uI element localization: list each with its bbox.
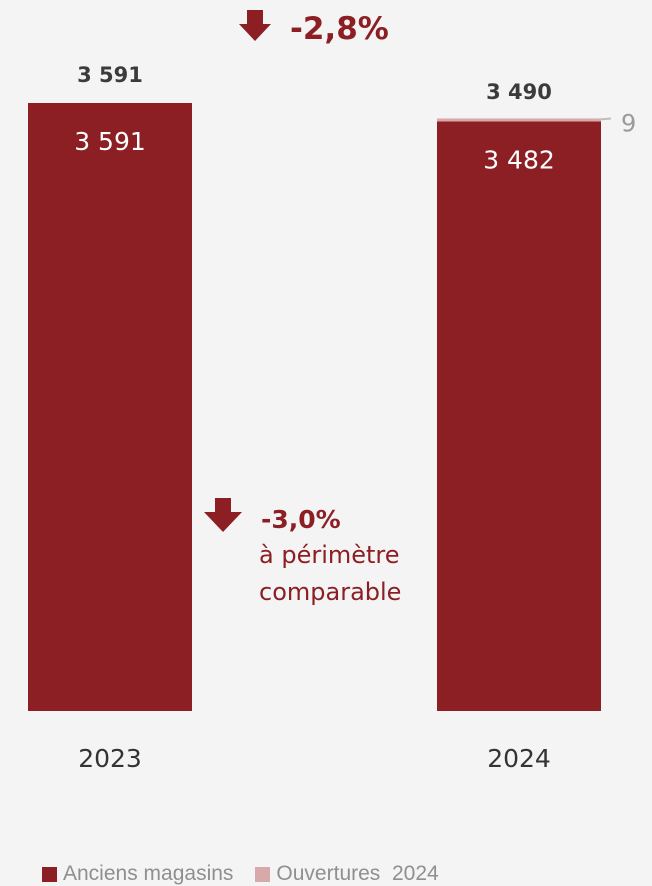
bar-value-label-2024: 3 482 <box>483 145 555 174</box>
legend: Anciens magasins Ouvertures 2024 <box>42 862 461 886</box>
bar-2024-ouvertures-2024 <box>437 118 601 122</box>
legend-swatch-ouvertures <box>255 866 271 882</box>
like-for-like-text-line-2: comparable <box>259 578 401 606</box>
legend-label-ouvertures: Ouvertures 2024 <box>276 862 439 885</box>
arrow-down-icon <box>239 10 271 41</box>
total-label-2024: 3 490 <box>486 80 552 104</box>
leader-line-2024 <box>598 117 612 121</box>
bar-2023-anciens-magasins <box>28 103 192 711</box>
like-for-like-value: -3,0% <box>261 505 341 534</box>
bars-layer <box>28 103 601 712</box>
labels-layer: 3 591 3 591 2023 3 482 9 3 490 2024 <box>74 63 636 773</box>
bar-2024-anciens-magasins <box>437 121 601 712</box>
legend-swatch-anciens <box>42 866 57 882</box>
bar-value-label-2023: 3 591 <box>74 127 146 156</box>
x-tick-label-2024: 2024 <box>487 744 551 773</box>
arrow-down-icon <box>204 498 242 532</box>
openings-value-label-2024: 9 <box>621 109 636 137</box>
x-tick-label-2023: 2023 <box>78 744 142 773</box>
bar-chart: 3 591 3 591 2023 3 482 9 3 490 2024 -2,8% -3,0… <box>28 10 636 773</box>
overall-change-value: -2,8% <box>290 11 389 47</box>
legend-item-ouvertures: Ouvertures 2024 <box>255 862 439 886</box>
total-label-2023: 3 591 <box>77 63 143 87</box>
like-for-like-text-line-1: à périmètre <box>259 541 400 569</box>
legend-item-anciens: Anciens magasins <box>42 862 233 886</box>
overall-change-annotation: -2,8% <box>239 10 389 47</box>
legend-label-anciens: Anciens magasins <box>63 862 234 885</box>
like-for-like-annotation: -3,0% à périmètre comparable <box>204 498 401 606</box>
